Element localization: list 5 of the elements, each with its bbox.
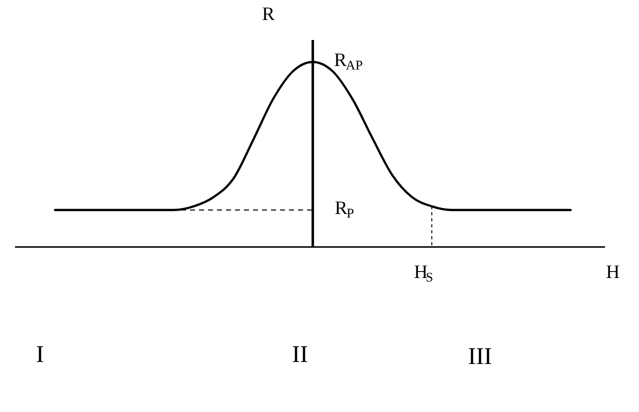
text: I [36, 342, 44, 368]
text: H [606, 262, 620, 283]
text: III [468, 344, 492, 370]
text: R [262, 4, 275, 25]
text: II [292, 342, 308, 368]
